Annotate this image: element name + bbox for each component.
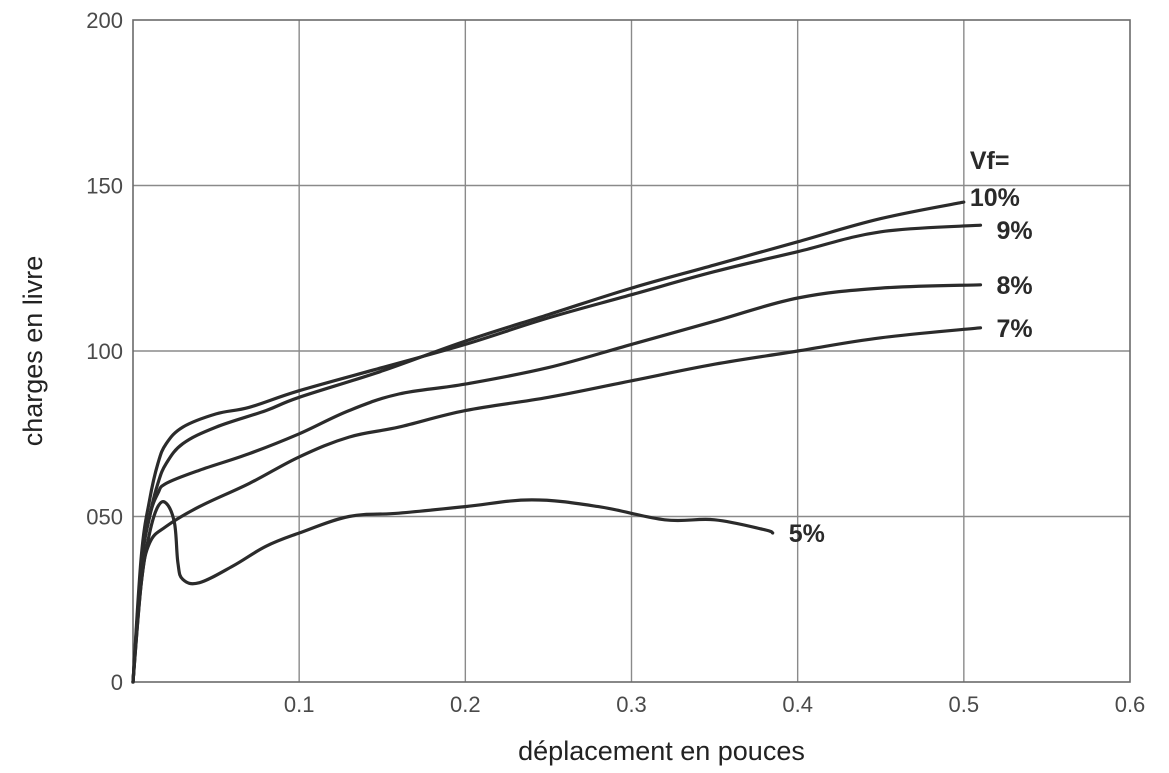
grid-lines — [133, 20, 1130, 682]
series-line-8pct — [131, 283, 983, 684]
y-axis-label: charges en livre — [18, 256, 48, 447]
y-tick-label: 150 — [86, 174, 123, 199]
series-label-5pct: 5% — [789, 520, 825, 548]
x-tick-label: 0.4 — [782, 692, 813, 717]
series-label-7pct: 7% — [996, 315, 1032, 343]
series-curves — [131, 200, 983, 684]
y-axis-ticks: 0 050 100 150 200 — [86, 8, 123, 695]
y-tick-label: 200 — [86, 8, 123, 33]
x-tick-label: 0.6 — [1115, 692, 1146, 717]
series-label-8pct: 8% — [996, 272, 1032, 300]
series-line-5pct — [131, 498, 775, 684]
series-label-10pct: 10% — [970, 184, 1020, 212]
series-labels: 10% 9% 8% 7% 5% — [789, 184, 1033, 548]
x-tick-label: 0.2 — [450, 692, 481, 717]
plot-frame — [132, 19, 1131, 683]
legend-header: Vf= — [970, 147, 1010, 175]
x-tick-label: 0.3 — [616, 692, 647, 717]
x-axis-ticks: 0.1 0.2 0.3 0.4 0.5 0.6 — [284, 692, 1145, 717]
series-line-9pct — [131, 223, 983, 684]
y-tick-label: 050 — [86, 505, 123, 530]
x-tick-label: 0.5 — [949, 692, 980, 717]
series-label-9pct: 9% — [996, 217, 1032, 245]
y-tick-label: 0 — [111, 670, 123, 695]
series-line-7pct — [131, 326, 983, 684]
y-tick-label: 100 — [86, 339, 123, 364]
x-tick-label: 0.1 — [284, 692, 315, 717]
series-line-10pct — [131, 200, 966, 684]
x-axis-label: déplacement en pouces — [518, 736, 805, 766]
